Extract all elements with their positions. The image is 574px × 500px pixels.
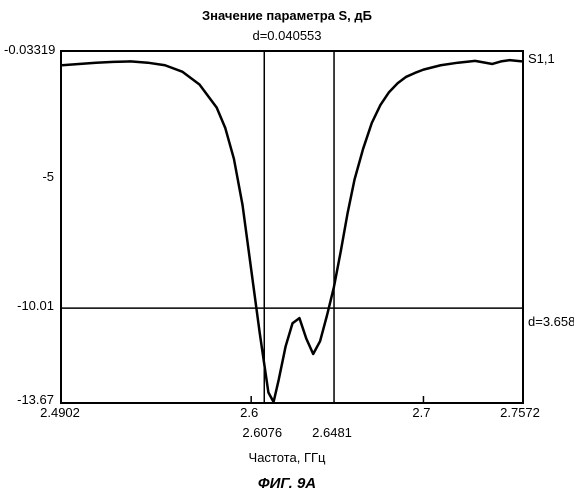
x-tick-label: 2.7: [412, 405, 430, 420]
plot-area: [60, 50, 524, 404]
x-tick-label: 2.6: [240, 405, 258, 420]
d-right-annotation: d=3.658: [528, 314, 574, 329]
y-tick-label: -5: [4, 169, 54, 184]
figure-label: ФИГ. 9A: [0, 475, 574, 492]
s11-curve: [62, 60, 522, 402]
curve-svg: [62, 52, 522, 402]
chart-title: Значение параметра S, дБ: [0, 8, 574, 23]
x-axis-label: Частота, ГГц: [0, 450, 574, 465]
y-tick-label: -10.01: [4, 298, 54, 313]
x-tick-label: 2.7572: [500, 405, 540, 420]
d-top-annotation: d=0.040553: [0, 28, 574, 43]
vline-x-label: 2.6481: [312, 425, 352, 440]
x-tick-label: 2.4902: [40, 405, 80, 420]
chart-container: Значение параметра S, дБ d=0.040553 -0.0…: [0, 0, 574, 500]
y-tick-label: -0.03319: [4, 42, 54, 57]
vline-x-label: 2.6076: [242, 425, 282, 440]
series-label: S1,1: [528, 51, 555, 66]
